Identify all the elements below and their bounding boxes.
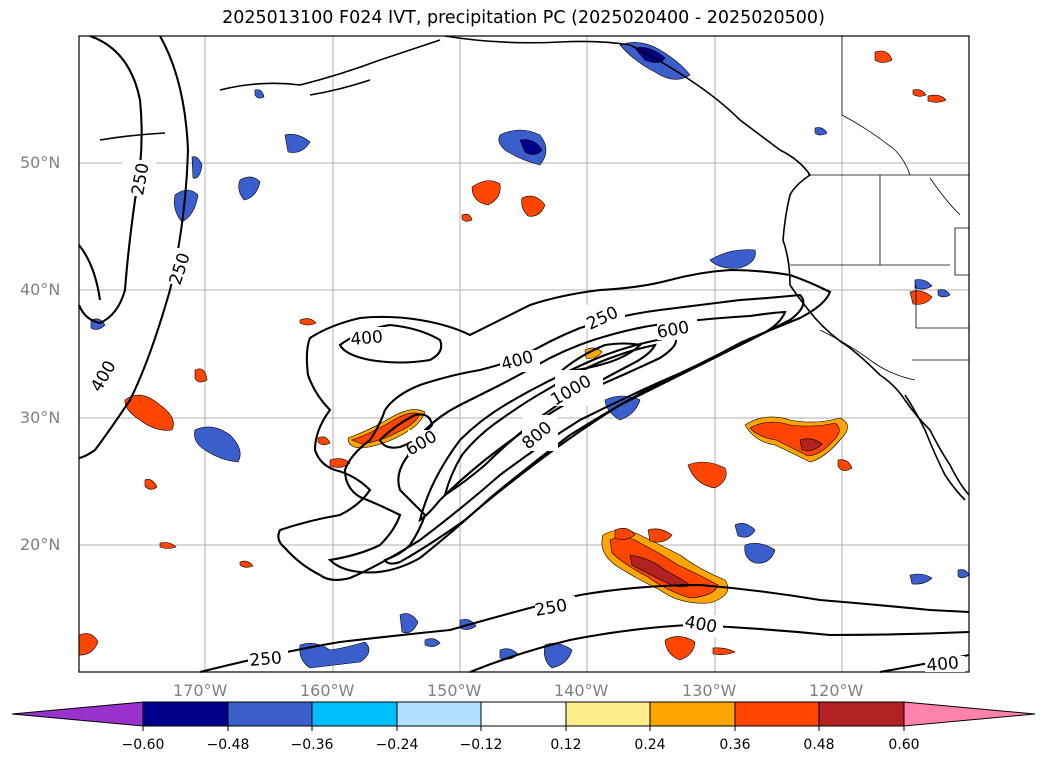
ivt-contour-labels: 250 250 400 400 400 250 600 1000 800 600… bbox=[85, 160, 965, 676]
ivt-contour-600-island bbox=[378, 413, 434, 449]
map-frame bbox=[78, 35, 970, 673]
ivt-contour-400-island bbox=[338, 323, 443, 364]
coastlines bbox=[99, 35, 970, 501]
ivt-label: 400 bbox=[350, 327, 384, 350]
ivt-contour-250-west bbox=[78, 35, 143, 325]
lon-label-170w: 170°W bbox=[173, 681, 228, 700]
colorbar-tick-label: −0.36 bbox=[290, 737, 334, 753]
lon-label-140w: 140°W bbox=[554, 681, 609, 700]
lon-label-150w: 150°W bbox=[427, 681, 482, 700]
colorbar-tick-label: 0.24 bbox=[634, 737, 666, 753]
colorbar bbox=[11, 701, 1036, 731]
colorbar-extend-max bbox=[903, 701, 1036, 727]
colorbar-extend-min bbox=[11, 701, 144, 727]
colorbar-tick-label: 0.48 bbox=[803, 737, 835, 753]
colorbar-tick-label: −0.60 bbox=[121, 737, 165, 753]
political-borders bbox=[790, 36, 970, 381]
lon-label-130w: 130°W bbox=[682, 681, 737, 700]
lat-label-40n: 40°N bbox=[20, 280, 61, 299]
lat-label-30n: 30°N bbox=[20, 408, 61, 427]
ivt-label: 250 bbox=[249, 648, 283, 671]
lon-label-120w: 120°W bbox=[809, 681, 864, 700]
colorbar-tick-label: 0.36 bbox=[719, 737, 751, 753]
ivt-contour-1000-core bbox=[556, 342, 643, 374]
colorbar-tick-label: 0.12 bbox=[550, 737, 582, 753]
ivt-contour-250-plume bbox=[277, 268, 832, 581]
graticule bbox=[79, 36, 969, 672]
ivt-label: 400 bbox=[926, 653, 960, 676]
ivt-contour-400-west bbox=[78, 35, 190, 460]
lat-label-20n: 20°N bbox=[20, 535, 61, 554]
colorbar-tick-label: −0.12 bbox=[459, 737, 503, 753]
ivt-contour-1000-plume bbox=[443, 343, 657, 498]
map-title: 2025013100 F024 IVT, precipitation PC (2… bbox=[222, 8, 825, 28]
colorbar-tick-label: −0.24 bbox=[375, 737, 419, 753]
lon-label-160w: 160°W bbox=[300, 681, 355, 700]
lat-label-50n: 50°N bbox=[20, 153, 61, 172]
colorbar-tick-label: 0.60 bbox=[888, 737, 920, 753]
ivt-contour-250-edge bbox=[78, 244, 102, 301]
ivt-contour-400-plume bbox=[327, 293, 805, 574]
colorbar-tick-label: −0.48 bbox=[206, 737, 250, 753]
ivt-contour-250-south bbox=[199, 583, 970, 674]
